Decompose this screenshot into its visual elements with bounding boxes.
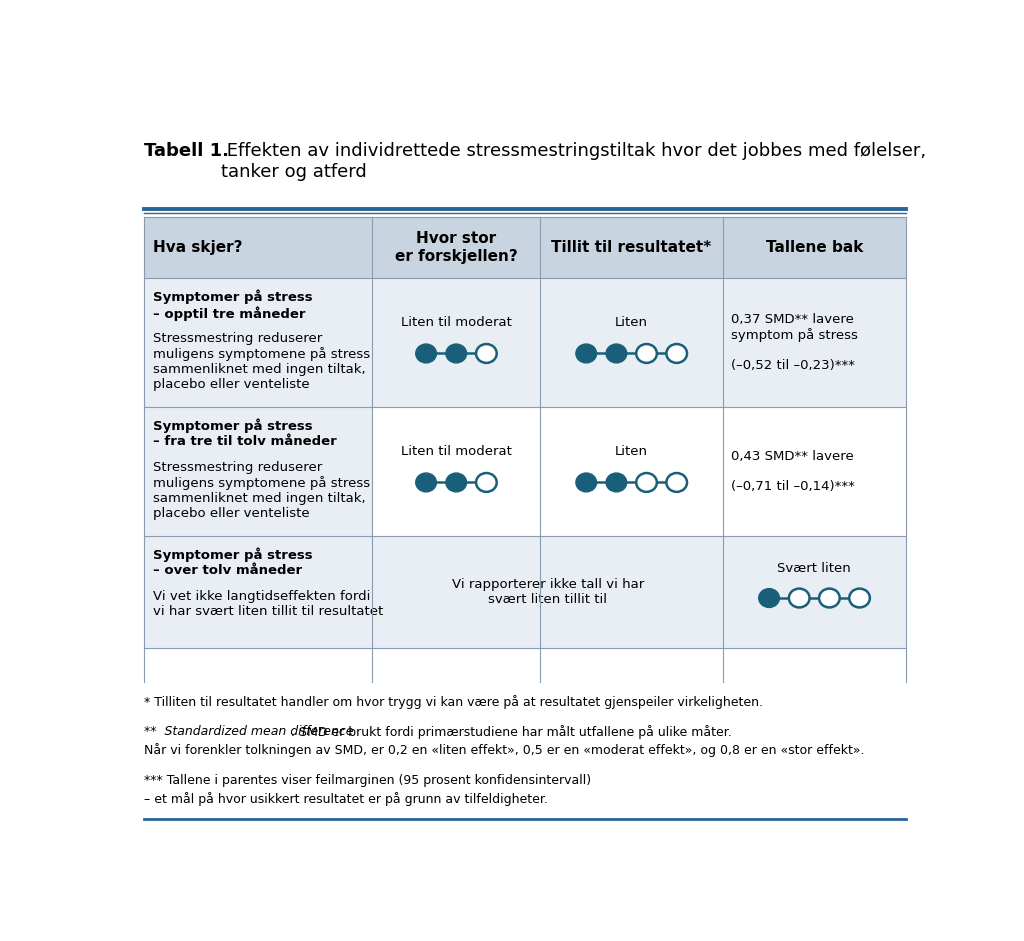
Text: Svært liten: Svært liten [777,562,851,575]
Circle shape [667,473,687,492]
Text: Liten til moderat: Liten til moderat [400,445,512,457]
Text: Stressmestring reduserer
muligens symptomene på stress
sammenliknet med ingen ti: Stressmestring reduserer muligens sympto… [154,461,371,519]
Text: . SMD er brukt fordi primærstudiene har målt utfallene på ulike måter.: . SMD er brukt fordi primærstudiene har … [291,726,732,739]
Circle shape [575,473,597,492]
Text: Symptomer på stress
– over tolv måneder: Symptomer på stress – over tolv måneder [154,548,313,577]
Text: Effekten av individrettede stressmestringstiltak hvor det jobbes med følelser,
t: Effekten av individrettede stressmestrin… [221,142,926,181]
Circle shape [849,589,869,608]
Bar [723,279,905,407]
Text: Tallene bak: Tallene bak [766,240,863,255]
Text: – et mål på hvor usikkert resultatet er på grunn av tilfeldigheter.: – et mål på hvor usikkert resultatet er … [143,791,548,805]
Circle shape [606,344,627,363]
Circle shape [788,589,810,608]
Text: Liten til moderat: Liten til moderat [400,316,512,328]
Bar [373,407,540,536]
Circle shape [476,473,497,492]
Text: *** Tallene i parentes viser feilmarginen (95 prosent konfidensintervall): *** Tallene i parentes viser feilmargine… [143,774,591,787]
Circle shape [476,344,497,363]
Text: Symptomer på stress
– fra tre til tolv måneder: Symptomer på stress – fra tre til tolv m… [154,419,337,448]
Text: Hvor stor
er forskjellen?: Hvor stor er forskjellen? [395,231,517,263]
Circle shape [819,589,840,608]
Text: 0,43 SMD** lavere

(–0,71 til –0,14)***: 0,43 SMD** lavere (–0,71 til –0,14)*** [731,450,855,493]
Text: Tillit til resultatet*: Tillit til resultatet* [551,240,712,255]
Circle shape [416,344,436,363]
Bar [143,279,373,407]
Text: Vi vet ikke langtidseffekten fordi
vi har svært liten tillit til resultatet: Vi vet ikke langtidseffekten fordi vi ha… [154,590,384,617]
Bar [540,536,723,648]
Circle shape [445,344,467,363]
Bar [373,536,540,648]
Text: 0,37 SMD** lavere
symptom på stress

(–0,52 til –0,23)***: 0,37 SMD** lavere symptom på stress (–0,… [731,313,858,373]
Bar [143,536,373,648]
Circle shape [667,344,687,363]
Bar [373,279,540,407]
Text: **  Standardized mean difference: ** Standardized mean difference [143,726,353,738]
Text: Når vi forenkler tolkningen av SMD, er 0,2 en «liten effekt», 0,5 er en «moderat: Når vi forenkler tolkningen av SMD, er 0… [143,743,864,758]
Text: * Tilliten til resultatet handler om hvor trygg vi kan være på at resultatet gje: * Tilliten til resultatet handler om hvo… [143,694,763,709]
Bar [143,216,906,279]
Circle shape [636,473,656,492]
Text: Symptomer på stress
– opptil tre måneder: Symptomer på stress – opptil tre måneder [154,290,313,321]
Circle shape [636,344,656,363]
Circle shape [416,473,436,492]
Circle shape [575,344,597,363]
Text: Vi rapporterer ikke tall vi har
svært liten tillit til: Vi rapporterer ikke tall vi har svært li… [452,578,644,606]
Bar [540,279,723,407]
Bar [723,407,905,536]
Bar [143,407,373,536]
Text: Stressmestring reduserer
muligens symptomene på stress
sammenliknet med ingen ti: Stressmestring reduserer muligens sympto… [154,332,371,391]
Text: Hva skjer?: Hva skjer? [154,240,243,255]
Bar [723,536,905,648]
Circle shape [606,473,627,492]
Text: Liten: Liten [615,445,648,457]
Circle shape [759,589,779,608]
Text: Tabell 1.: Tabell 1. [143,142,229,160]
Bar [540,407,723,536]
Circle shape [445,473,467,492]
Text: Liten: Liten [615,316,648,328]
